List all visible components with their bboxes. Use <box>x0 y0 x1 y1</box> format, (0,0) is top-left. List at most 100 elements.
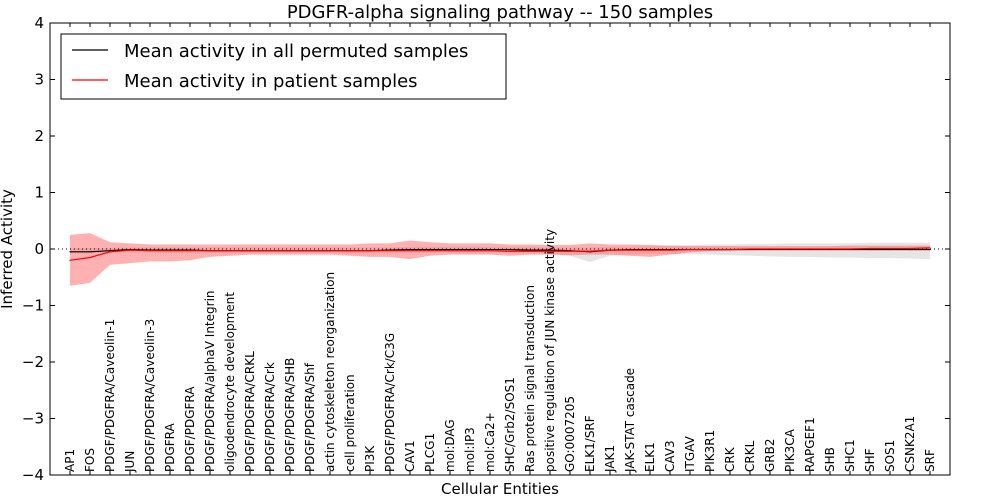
x-tick-label: SRF <box>923 449 937 472</box>
point-series-0 <box>429 248 431 251</box>
x-tick-label: GO:0007205 <box>563 396 577 472</box>
x-tick-label: mol:Ca2+ <box>483 412 497 472</box>
point-series-1 <box>809 248 811 250</box>
legend-box <box>60 33 507 100</box>
point-series-1 <box>349 250 351 252</box>
point-series-1 <box>369 250 371 252</box>
x-tick-label: PIK3CA <box>783 428 797 472</box>
x-tick-label: SHC1 <box>843 439 857 472</box>
point-series-1 <box>229 250 231 252</box>
point-series-1 <box>729 248 731 251</box>
x-tick-label: PLCG1 <box>423 433 437 472</box>
y-tick-label: 0 <box>34 240 44 258</box>
point-series-1 <box>749 248 751 250</box>
x-tick-label: PDGF/PDGFRA/alphaV Integrin <box>203 290 217 472</box>
point-series-1 <box>829 248 831 250</box>
point-series-1 <box>129 249 131 251</box>
point-series-1 <box>189 250 191 252</box>
point-series-1 <box>869 247 871 250</box>
x-tick-label: PDGF/PDGFRA/SHB <box>283 358 297 472</box>
x-tick-label: JAK1 <box>603 445 617 473</box>
x-tick-label: ELK1/SRF <box>583 415 597 472</box>
legend: Mean activity in all permuted samples Me… <box>60 33 507 100</box>
x-tick-label: PDGF/PDGFRA/Crk <box>263 362 277 472</box>
y-tick-label: −3 <box>22 410 44 428</box>
x-tick-label: GRB2 <box>763 438 777 472</box>
point-series-1 <box>709 248 711 251</box>
point-series-1 <box>109 251 111 253</box>
point-series-1 <box>669 249 671 251</box>
point-series-1 <box>889 247 891 250</box>
band-series-1 <box>70 233 930 286</box>
point-series-1 <box>449 250 451 252</box>
point-series-1 <box>509 250 511 252</box>
point-series-1 <box>309 250 311 252</box>
y-tick-label: −2 <box>22 353 44 371</box>
point-series-0 <box>449 248 451 251</box>
x-tick-label: cell proliferation <box>343 374 357 472</box>
x-tick-label: SHC/Grb2/SOS1 <box>503 377 517 472</box>
x-tick-label: ITGAV <box>683 435 697 472</box>
x-tick-label: PI3K <box>363 445 377 472</box>
point-series-1 <box>69 259 71 261</box>
point-series-1 <box>209 250 211 252</box>
x-tick-label: RAPGEF1 <box>803 417 817 472</box>
x-tick-label: PDGF/PDGFRA/Crk/C3G <box>383 333 397 472</box>
point-series-1 <box>169 250 171 252</box>
y-tick-label: 2 <box>34 127 44 145</box>
x-axis-label: Cellular Entities <box>441 480 559 498</box>
x-tick-label: positive regulation of JUN kinase activi… <box>543 229 557 472</box>
point-series-1 <box>609 249 611 251</box>
x-tick-label: PDGF/PDGFRA/Caveolin-3 <box>143 319 157 472</box>
point-series-1 <box>549 250 551 252</box>
point-series-1 <box>929 247 931 249</box>
point-series-0 <box>109 250 111 252</box>
x-tick-label: mol:IP3 <box>463 427 477 472</box>
point-series-1 <box>89 256 91 259</box>
point-series-0 <box>89 251 91 253</box>
x-tick-label: ELK1 <box>643 442 657 472</box>
point-series-0 <box>409 248 411 251</box>
point-series-1 <box>649 249 651 251</box>
x-tick-label: SHB <box>823 447 837 472</box>
line-series-1 <box>69 247 931 261</box>
point-series-1 <box>909 247 911 250</box>
x-tick-label: PDGF/PDGFRA/Shf <box>303 362 317 472</box>
point-series-1 <box>589 250 591 252</box>
point-series-1 <box>849 248 851 250</box>
point-series-0 <box>469 248 471 251</box>
x-tick-label: PDGFRA <box>163 422 177 472</box>
x-tick-label: CRKL <box>743 440 757 472</box>
point-series-1 <box>389 250 391 252</box>
series-lines <box>69 247 931 261</box>
y-tick-label: −1 <box>22 297 44 315</box>
x-tick-label: FOS <box>83 448 97 472</box>
category-labels: AP1 FOS PDGF/PDGFRA/Caveolin-1 JUN PDGF/PDGF… <box>63 229 937 473</box>
point-series-0 <box>69 251 71 253</box>
point-series-0 <box>549 249 551 251</box>
y-tick-label: −4 <box>22 466 44 484</box>
x-tick-label: PDGF/PDGFRA <box>183 386 197 472</box>
x-tick-label: JAK-STAT cascade <box>623 368 637 473</box>
confidence-bands <box>70 233 930 286</box>
y-tick-label: 4 <box>34 14 44 32</box>
point-series-1 <box>429 250 431 252</box>
x-tick-label: mol:DAG <box>443 419 457 472</box>
x-tick-label: oligodendrocyte development <box>223 292 237 472</box>
x-tick-label: CAV3 <box>663 440 677 472</box>
legend-label-patient: Mean activity in patient samples <box>124 71 418 92</box>
y-axis: −4 −3 −2 −1 0 1 2 3 4 <box>22 14 950 484</box>
x-tick-label: CAV1 <box>403 440 417 472</box>
point-series-1 <box>569 250 571 252</box>
point-series-1 <box>629 249 631 251</box>
point-series-0 <box>509 248 511 251</box>
point-series-1 <box>269 250 271 252</box>
point-series-1 <box>329 250 331 252</box>
chart-title: PDGFR-alpha signaling pathway -- 150 sam… <box>287 2 713 23</box>
point-series-1 <box>529 250 531 252</box>
x-tick-label: Ras protein signal transduction <box>523 285 537 472</box>
point-series-0 <box>909 248 911 251</box>
point-series-0 <box>529 249 531 251</box>
y-tick-label: 1 <box>34 184 44 202</box>
